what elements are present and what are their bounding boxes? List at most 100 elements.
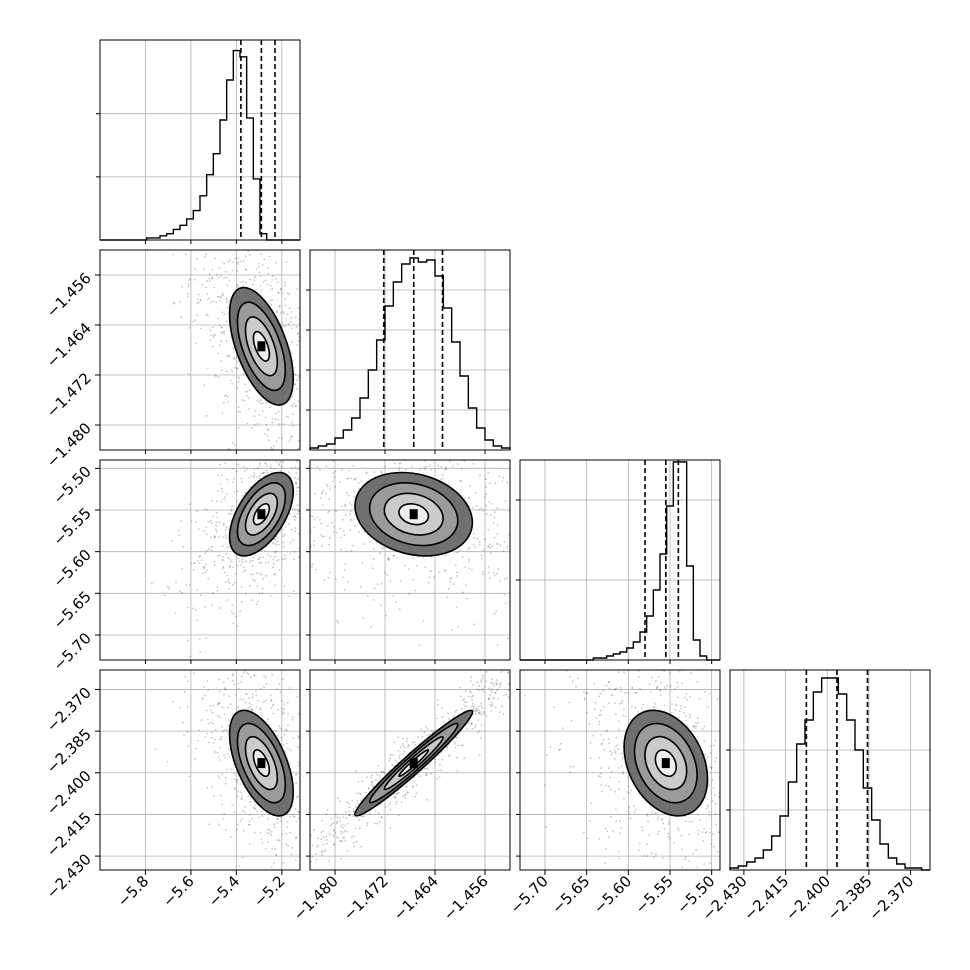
scatter-point — [490, 710, 492, 712]
scatter-point — [283, 558, 285, 560]
scatter-point — [582, 691, 585, 693]
scatter-point — [706, 756, 709, 758]
scatter-point — [296, 379, 298, 381]
scatter-point — [648, 683, 651, 686]
scatter-point — [233, 491, 236, 493]
scatter-point — [292, 876, 294, 878]
scatter-point — [392, 595, 394, 597]
scatter-point — [302, 488, 304, 490]
panel-frame — [729, 669, 931, 871]
scatter-point — [493, 682, 496, 685]
scatter-point — [604, 862, 607, 865]
scatter-point — [278, 543, 280, 546]
scatter-point — [718, 875, 720, 877]
scatter-point — [620, 752, 623, 755]
scatter-point — [406, 457, 408, 459]
scatter-point — [228, 279, 231, 282]
scatter-point — [241, 795, 244, 797]
scatter-point — [478, 544, 481, 546]
scatter-point — [221, 412, 224, 414]
scatter-point — [339, 817, 341, 819]
scatter-point — [248, 823, 251, 826]
scatter-point — [259, 285, 262, 287]
scatter-point — [265, 423, 268, 426]
scatter-point — [569, 676, 571, 678]
scatter-point — [575, 685, 577, 688]
scatter-point — [198, 562, 201, 565]
scatter-point — [320, 522, 322, 525]
scatter-point — [499, 685, 501, 688]
scatter-point — [472, 708, 475, 711]
scatter-point — [635, 691, 638, 694]
scatter-point — [206, 786, 209, 789]
scatter-point — [294, 837, 297, 839]
scatter-point — [290, 454, 292, 456]
scatter-point — [372, 599, 375, 601]
scatter-point — [302, 466, 304, 468]
x-tick-label: −5.6 — [159, 872, 197, 910]
scatter-point — [478, 689, 481, 692]
scatter-point — [500, 705, 503, 707]
scatter-point — [271, 674, 274, 676]
scatter-point — [253, 579, 256, 582]
scatter-point — [468, 567, 471, 570]
scatter-point — [232, 467, 234, 470]
scatter-point — [487, 565, 490, 568]
scatter-point — [301, 575, 303, 577]
scatter-point — [225, 276, 228, 279]
scatter-point — [256, 600, 259, 603]
scatter-point — [478, 685, 481, 687]
scatter-point — [474, 726, 477, 729]
scatter-point — [614, 790, 617, 793]
scatter-point — [262, 280, 265, 283]
scatter-point — [240, 477, 243, 480]
scatter-point — [462, 744, 464, 747]
scatter-point — [221, 803, 224, 806]
scatter-point — [614, 751, 617, 753]
scatter-point — [351, 544, 354, 547]
scatter-point — [380, 582, 383, 585]
scatter-point — [191, 607, 194, 610]
scatter-point — [236, 387, 239, 389]
scatter-point — [228, 355, 230, 358]
scatter-point — [263, 701, 265, 704]
scatter-point — [214, 528, 217, 531]
scatter-point — [268, 832, 271, 835]
scatter-point — [614, 688, 616, 691]
scatter-point — [399, 462, 402, 464]
scatter-point — [329, 537, 331, 539]
scatter-point — [664, 687, 667, 690]
scatter-point — [215, 511, 218, 514]
scatter-point — [290, 404, 293, 407]
scatter-point — [296, 344, 298, 346]
scatter-point — [284, 554, 286, 557]
scatter-point — [302, 494, 304, 496]
scatter-point — [244, 383, 247, 386]
scatter-point — [206, 299, 209, 301]
scatter-point — [482, 573, 484, 575]
scatter-point — [206, 732, 209, 735]
scatter-point — [247, 397, 250, 399]
scatter-point — [233, 244, 235, 246]
scatter-point — [598, 714, 600, 717]
scatter-point — [444, 569, 446, 572]
scatter-point — [213, 560, 216, 563]
scatter-point — [186, 295, 189, 298]
scatter-point — [519, 447, 521, 449]
scatter-point — [393, 741, 396, 744]
scatter-point — [463, 757, 466, 760]
scatter-point — [317, 844, 319, 847]
scatter-point — [434, 761, 437, 764]
scatter-point — [360, 845, 362, 848]
scatter-point — [212, 334, 215, 337]
scatter-point — [369, 457, 371, 459]
scatter-point — [230, 560, 233, 563]
scatter-point — [211, 731, 213, 734]
scatter-point — [199, 594, 202, 597]
scatter-point — [623, 671, 625, 674]
scatter-point — [696, 866, 699, 869]
scatter-point — [267, 244, 269, 246]
scatter-point — [492, 684, 495, 687]
scatter-point — [368, 541, 371, 543]
scatter-point — [220, 333, 223, 335]
